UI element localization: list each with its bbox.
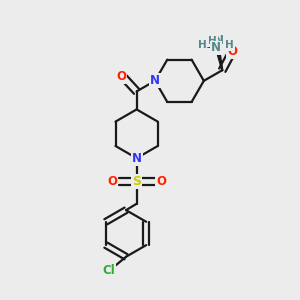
Text: Cl: Cl [103, 264, 115, 277]
Text: N: N [211, 41, 221, 54]
Text: H: H [208, 36, 217, 46]
Text: O: O [227, 45, 237, 58]
Text: H: H [215, 40, 224, 50]
Text: S: S [132, 175, 141, 188]
Text: O: O [116, 70, 126, 83]
Text: O: O [156, 175, 166, 188]
Text: H: H [198, 40, 206, 50]
Text: N: N [132, 152, 142, 165]
Text: O: O [107, 175, 117, 188]
Text: H: H [225, 40, 234, 50]
Text: N: N [214, 34, 224, 47]
Text: N: N [150, 74, 160, 87]
